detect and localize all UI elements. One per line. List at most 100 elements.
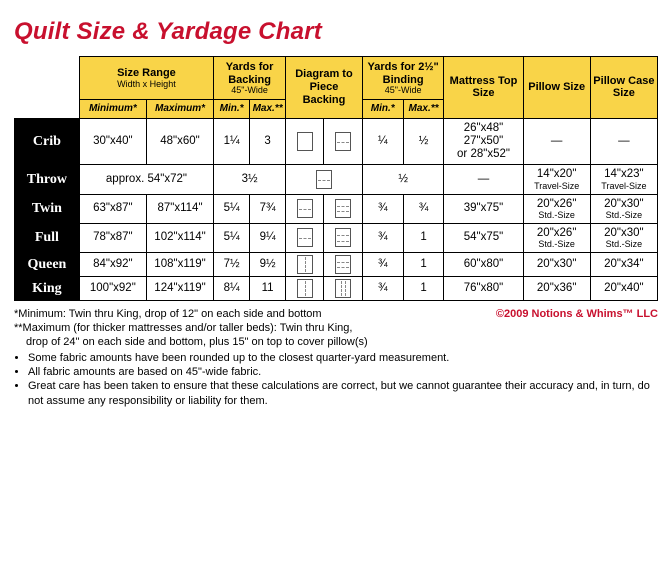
sub-minimum: Minimum* [79,100,146,119]
footnote-bullet-1: Some fabric amounts have been rounded up… [28,351,658,365]
cell-dg-max [324,194,362,223]
cell-yb-min: 5¼ [214,194,250,223]
cell-dg-max [324,277,362,301]
cell-dg-min [286,194,324,223]
cell-dg-min [286,253,324,277]
copyright: ©2009 Notions & Whims™ LLC [496,307,658,321]
cell-yb-max: 9¼ [250,223,286,252]
cell-yb-min: 5¼ [214,223,250,252]
footnote-bullet-3: Great care has been taken to ensure that… [28,379,658,407]
diagram-icon [335,132,351,151]
footnotes: ©2009 Notions & Whims™ LLC *Minimum: Twi… [14,307,658,408]
cell-yb: 3½ [214,165,286,194]
quilt-size-table: Size Range Width x Height Yards for Back… [14,56,658,301]
table-body: Crib30"x40"48"x60"1¼3 ¼½26"x48"27"x50"or … [15,118,658,300]
cell-bd-max: 1 [403,277,444,301]
cell-bd-max: ¾ [403,194,444,223]
cell-pillowcase: — [590,118,657,165]
cell-min: 30"x40" [79,118,146,165]
cell-pillow: 20"x26"Std.-Size [523,194,590,223]
chart-title: Quilt Size & Yardage Chart [14,18,658,46]
footnote-max-2: drop of 24" on each side and bottom, plu… [14,335,658,349]
cell-min: 100"x92" [79,277,146,301]
cell-yb-max: 3 [250,118,286,165]
diagram-icon [297,279,313,298]
table-row: Throwapprox. 54"x72"3½ ½—14"x20"Travel-Si… [15,165,658,194]
diagram-icon [335,228,351,247]
cell-bd: ½ [362,165,444,194]
table-row: Crib30"x40"48"x60"1¼3 ¼½26"x48"27"x50"or … [15,118,658,165]
cell-pillow: 20"x36" [523,277,590,301]
cell-bd-min: ¾ [362,253,403,277]
sub-bd-min: Min.* [362,100,403,119]
cell-yb-max: 9½ [250,253,286,277]
cell-mattress: 54"x75" [444,223,523,252]
cell-max: 102"x114" [146,223,213,252]
cell-mattress: — [444,165,523,194]
row-name: Full [15,223,80,252]
cell-bd-min: ¾ [362,223,403,252]
cell-yb-max: 7¾ [250,194,286,223]
diagram-icon [335,279,351,298]
table-row: King100"x92"124"x119"8¼11¾176"x80"20"x36… [15,277,658,301]
cell-bd-min: ¾ [362,194,403,223]
cell-pillowcase: 20"x40" [590,277,657,301]
cell-bd-max: 1 [403,223,444,252]
table-row: Twin63"x87"87"x114"5¼7¾¾¾39"x75"20"x26"S… [15,194,658,223]
cell-pillowcase: 20"x34" [590,253,657,277]
row-name: Crib [15,118,80,165]
cell-size-approx: approx. 54"x72" [79,165,213,194]
cell-max: 87"x114" [146,194,213,223]
cell-pillow: 20"x30" [523,253,590,277]
cell-min: 84"x92" [79,253,146,277]
cell-mattress: 76"x80" [444,277,523,301]
col-pillow: Pillow Size [523,57,590,119]
cell-diagram [286,165,363,194]
footnote-bullet-2: All fabric amounts are based on 45"-wide… [28,365,658,379]
diagram-icon [297,132,313,151]
table-row: Full78"x87"102"x114"5¼9¼ ¾154"x75"20"x26"… [15,223,658,252]
cell-pillow: 20"x26"Std.-Size [523,223,590,252]
cell-max: 48"x60" [146,118,213,165]
col-pillowcase: Pillow Case Size [590,57,657,119]
diagram-icon [297,199,313,218]
cell-pillowcase: 20"x30"Std.-Size [590,194,657,223]
cell-yb-max: 11 [250,277,286,301]
cell-mattress: 26"x48"27"x50"or 28"x52" [444,118,523,165]
cell-dg-max [324,253,362,277]
cell-yb-min: 1¼ [214,118,250,165]
cell-max: 124"x119" [146,277,213,301]
cell-bd-max: ½ [403,118,444,165]
cell-pillowcase: 20"x30"Std.-Size [590,223,657,252]
cell-dg-min [286,277,324,301]
footnote-max-1: **Maximum (for thicker mattresses and/or… [14,321,658,335]
sub-yb-max: Max.** [250,100,286,119]
row-name: King [15,277,80,301]
col-yards-backing: Yards for Backing 45"-Wide [214,57,286,100]
cell-mattress: 60"x80" [444,253,523,277]
cell-bd-min: ¼ [362,118,403,165]
diagram-icon [297,255,313,274]
row-name: Throw [15,165,80,194]
sub-yb-min: Min.* [214,100,250,119]
row-name: Twin [15,194,80,223]
cell-max: 108"x119" [146,253,213,277]
cell-dg-max [324,223,362,252]
cell-yb-min: 8¼ [214,277,250,301]
col-mattress: Mattress Top Size [444,57,523,119]
cell-bd-max: 1 [403,253,444,277]
col-diagram: Diagram to Piece Backing [286,57,363,119]
cell-min: 78"x87" [79,223,146,252]
cell-dg-min [286,118,324,165]
table-header: Size Range Width x Height Yards for Back… [15,57,658,119]
cell-dg-max [324,118,362,165]
diagram-icon [335,255,351,274]
col-yards-binding: Yards for 2½" Binding 45"-Wide [362,57,444,100]
col-size-range: Size Range Width x Height [79,57,213,100]
cell-pillow: 14"x20"Travel-Size [523,165,590,194]
cell-min: 63"x87" [79,194,146,223]
diagram-icon [297,228,313,247]
cell-dg-min [286,223,324,252]
sub-bd-max: Max.** [403,100,444,119]
row-name: Queen [15,253,80,277]
